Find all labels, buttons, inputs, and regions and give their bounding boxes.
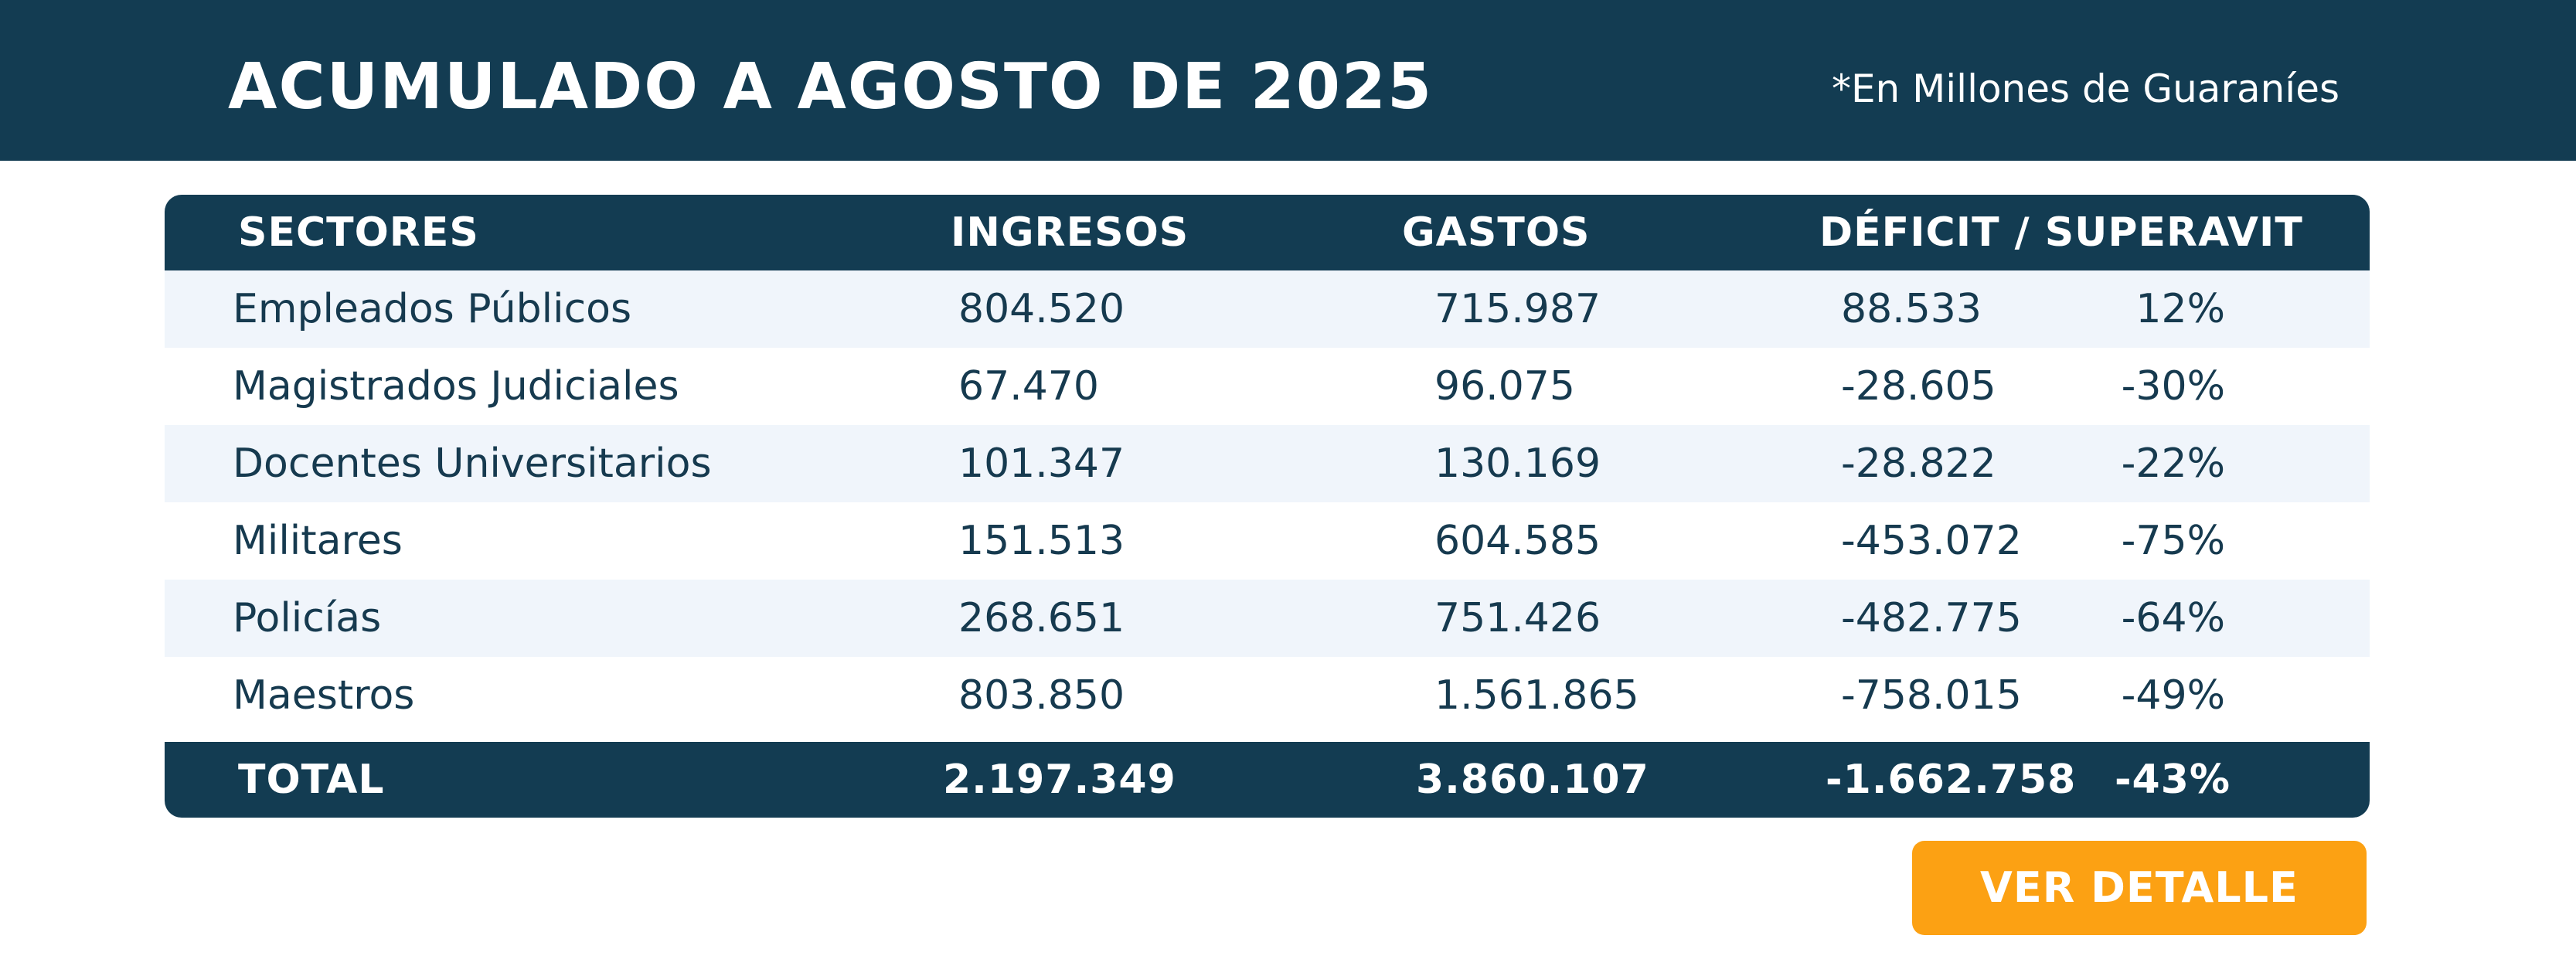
ingresos-cell: 101.347 [958, 440, 1125, 487]
gastos-cell: 715.987 [1434, 286, 1601, 332]
percent-cell: 12% [2135, 286, 2225, 332]
table-row: Empleados Públicos 804.520 715.987 88.53… [165, 270, 2370, 348]
total-label: TOTAL [238, 757, 385, 803]
gastos-cell: 96.075 [1434, 363, 1575, 410]
sector-cell: Magistrados Judiciales [233, 363, 679, 410]
gastos-cell: 604.585 [1434, 518, 1601, 564]
column-header-gastos: GASTOS [1402, 209, 1591, 256]
percent-cell: -49% [2121, 672, 2225, 719]
table-row: Magistrados Judiciales 67.470 96.075 -28… [165, 348, 2370, 425]
deficit-cell: -758.015 [1841, 672, 2022, 719]
deficit-cell: -482.775 [1841, 595, 2022, 641]
sector-cell: Militares [233, 518, 403, 564]
ver-detalle-button[interactable]: VER DETALLE [1912, 841, 2367, 935]
percent-cell: -75% [2121, 518, 2225, 564]
column-header-ingresos: INGRESOS [951, 209, 1189, 256]
deficit-cell: -453.072 [1841, 518, 2022, 564]
sector-cell: Maestros [233, 672, 415, 719]
table-row: Policías 268.651 751.426 -482.775 -64% [165, 580, 2370, 657]
deficit-cell: -28.822 [1841, 440, 1996, 487]
total-percent: -43% [2114, 757, 2231, 803]
table-total-row: TOTAL 2.197.349 3.860.107 -1.662.758 -43… [165, 742, 2370, 818]
ingresos-cell: 151.513 [958, 518, 1125, 564]
percent-cell: -22% [2121, 440, 2225, 487]
deficit-cell: -28.605 [1841, 363, 1996, 410]
gastos-cell: 751.426 [1434, 595, 1601, 641]
summary-table: SECTORES INGRESOS GASTOS DÉFICIT / SUPER… [165, 195, 2370, 818]
total-ingresos: 2.197.349 [943, 757, 1176, 803]
percent-cell: -30% [2121, 363, 2225, 410]
table-row: Docentes Universitarios 101.347 130.169 … [165, 425, 2370, 502]
column-header-sectores: SECTORES [238, 209, 479, 256]
table-row: Maestros 803.850 1.561.865 -758.015 -49% [165, 657, 2370, 734]
table-row: Militares 151.513 604.585 -453.072 -75% [165, 502, 2370, 580]
table-header-row: SECTORES INGRESOS GASTOS DÉFICIT / SUPER… [165, 195, 2370, 270]
gastos-cell: 130.169 [1434, 440, 1601, 487]
page-title: ACUMULADO A AGOSTO DE 2025 [228, 50, 1434, 124]
ingresos-cell: 803.850 [958, 672, 1125, 719]
column-header-deficit: DÉFICIT / SUPERAVIT [1819, 209, 2303, 256]
ingresos-cell: 268.651 [958, 595, 1125, 641]
sector-cell: Policías [233, 595, 382, 641]
deficit-cell: 88.533 [1841, 286, 1982, 332]
sector-cell: Docentes Universitarios [233, 440, 712, 487]
total-gastos: 3.860.107 [1416, 757, 1649, 803]
header-bar: ACUMULADO A AGOSTO DE 2025 *En Millones … [0, 0, 2576, 161]
gastos-cell: 1.561.865 [1434, 672, 1639, 719]
ingresos-cell: 804.520 [958, 286, 1125, 332]
sector-cell: Empleados Públicos [233, 286, 632, 332]
ingresos-cell: 67.470 [958, 363, 1099, 410]
percent-cell: -64% [2121, 595, 2225, 641]
units-note: *En Millones de Guaraníes [1831, 66, 2339, 111]
total-deficit: -1.662.758 [1826, 757, 2077, 803]
